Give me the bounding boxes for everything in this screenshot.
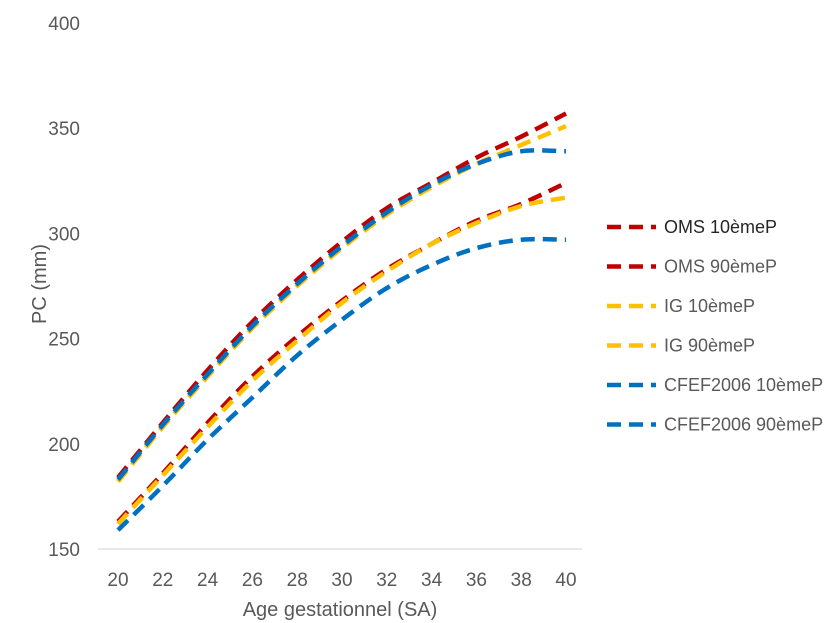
legend-label: CFEF2006 10èmeP [664,375,823,395]
x-tick-label: 32 [376,570,397,591]
x-tick-label: 24 [197,570,219,591]
x-axis-title: Age gestationnel (SA) [243,599,438,621]
x-tick-label: 34 [421,570,443,591]
series-line-0 [116,180,567,524]
y-tick-label: 300 [48,224,80,245]
x-tick-label: 20 [107,570,128,591]
series-line-2 [116,195,567,526]
x-tick-label: 26 [242,570,263,591]
y-tick-label: 350 [48,119,80,140]
legend-label: IG 10èmeP [664,296,755,316]
series-lines [116,111,568,532]
y-axis-title: PC (mm) [29,244,51,324]
x-tick-label: 30 [331,570,352,591]
x-tick-label: 40 [555,570,576,591]
x-tick-label: 22 [152,570,173,591]
x-tick-label: 38 [511,570,532,591]
series-line-1 [116,111,568,479]
legend-label: OMS 90èmeP [664,257,777,277]
y-tick-labels: 150 200 250 300 350 400 [48,14,80,561]
y-tick-label: 400 [48,14,80,35]
series-line-5 [116,148,567,482]
series-line-4 [116,236,567,532]
y-tick-label: 250 [48,330,80,351]
legend-label: IG 90èmeP [664,336,755,356]
x-tick-label: 36 [466,570,487,591]
y-tick-label: 150 [48,540,80,561]
legend-label: CFEF2006 90èmeP [664,415,823,435]
y-tick-label: 200 [48,435,80,456]
x-tick-label: 28 [287,570,308,591]
legend-label: OMS 10èmeP [664,217,777,237]
legend: OMS 10èmeP OMS 90èmeP IG 10èmeP IG 90èmeP CF… [607,217,823,435]
x-tick-labels: 20 22 24 26 28 30 32 34 36 38 40 [107,570,576,591]
